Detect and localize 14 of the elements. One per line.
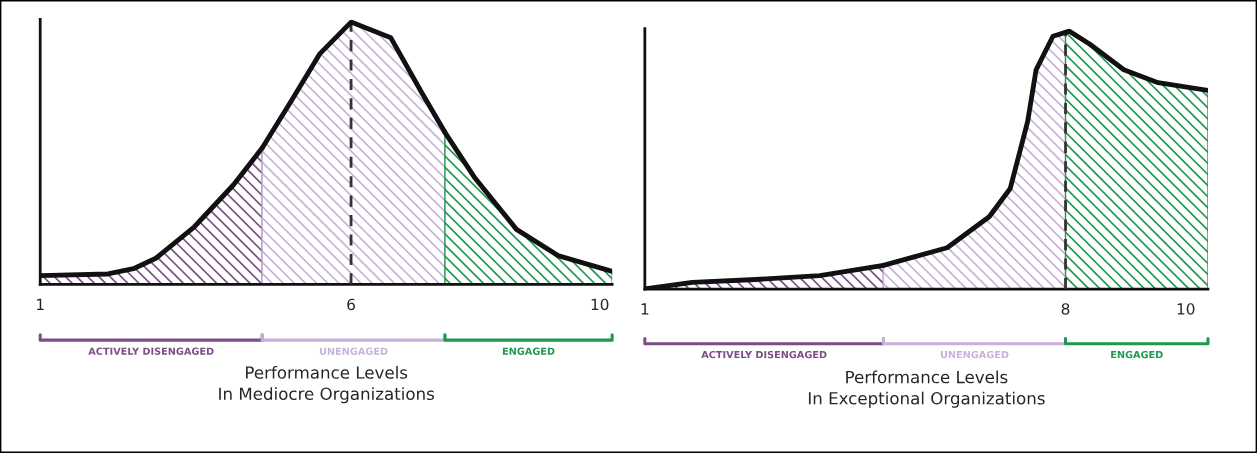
text: ENGAGED xyxy=(1111,350,1163,359)
x-tick-label: 10 xyxy=(1177,303,1195,315)
x-tick-label: 6 xyxy=(347,298,355,311)
x-axis-title: Performance Levels In Exceptional Organizations xyxy=(808,370,1045,408)
x-tick-label: 1 xyxy=(641,303,649,315)
x-tick-label: 10 xyxy=(591,298,609,311)
text: ACTIVELY DISENGAGED xyxy=(88,347,214,355)
text: UNENGAGED xyxy=(319,347,388,355)
text: ACTIVELY DISENGAGED xyxy=(701,350,827,359)
text: ENGAGED xyxy=(502,347,555,355)
text: UNENGAGED xyxy=(940,350,1009,359)
x-axis-title: Performance Levels In Mediocre Organizations xyxy=(219,365,434,404)
x-tick-label: 1 xyxy=(37,298,44,310)
x-tick-label: 8 xyxy=(1061,303,1070,315)
